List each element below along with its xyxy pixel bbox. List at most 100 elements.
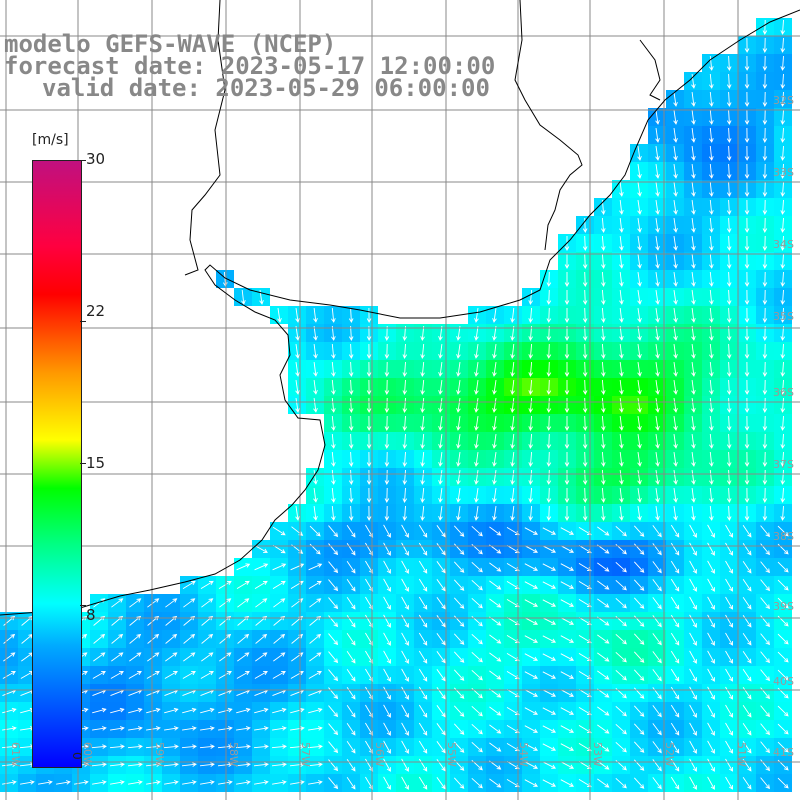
- wind-arrow: [725, 542, 733, 556]
- wind-arrow: [471, 777, 483, 789]
- wind-arrow: [742, 668, 752, 682]
- wind-arrow: [637, 344, 642, 359]
- wind-arrow: [313, 488, 318, 503]
- wind-arrow: [474, 362, 479, 377]
- wind-arrow: [691, 470, 696, 485]
- wind-arrow: [726, 433, 732, 449]
- wind-arrow: [489, 742, 502, 752]
- wind-arrow: [74, 780, 89, 785]
- wind-arrow: [492, 506, 497, 521]
- wind-arrow: [489, 526, 502, 536]
- wind-arrow: [183, 633, 196, 644]
- wind-arrow: [436, 651, 446, 664]
- wind-arrow: [619, 308, 624, 323]
- wind-arrow: [601, 307, 606, 323]
- wind-arrow: [742, 542, 752, 556]
- wind-arrow: [295, 380, 300, 395]
- wind-arrow: [201, 598, 214, 608]
- wind-arrow: [510, 415, 515, 431]
- wind-arrow: [366, 433, 372, 449]
- wind-arrow: [199, 762, 215, 767]
- wind-arrow: [528, 397, 533, 413]
- wind-arrow: [760, 525, 770, 538]
- wind-arrow: [147, 633, 160, 644]
- wind-arrow: [91, 744, 107, 749]
- wind-arrow: [619, 434, 624, 449]
- wind-arrow: [546, 487, 552, 503]
- wind-arrow: [418, 722, 428, 736]
- wind-arrow: [670, 740, 680, 754]
- wind-arrow: [546, 343, 552, 359]
- wind-arrow: [402, 415, 408, 431]
- wind-arrow: [383, 740, 391, 754]
- wind-arrow: [615, 579, 627, 591]
- wind-arrow: [777, 633, 789, 645]
- wind-arrow: [346, 776, 356, 790]
- wind-arrow: [744, 199, 750, 215]
- wind-arrow: [619, 506, 624, 521]
- wind-arrow: [691, 272, 696, 287]
- wind-arrow: [762, 433, 768, 449]
- wind-arrow: [762, 19, 768, 35]
- wind-arrow: [691, 200, 696, 215]
- wind-arrow: [670, 578, 680, 592]
- wind-arrow: [707, 614, 715, 628]
- wind-arrow: [582, 505, 588, 521]
- wind-arrow: [383, 560, 391, 574]
- wind-arrow: [471, 651, 483, 663]
- border-line: [514, 0, 583, 251]
- wind-arrow: [348, 307, 354, 323]
- wind-arrow: [128, 780, 143, 785]
- wind-arrow: [348, 505, 354, 521]
- wind-arrow: [777, 579, 789, 591]
- colorbar-tick: [80, 605, 86, 606]
- lon-label-61w: 61W: [9, 742, 22, 767]
- forecast-date: forecast date: 2023-05-17 12:00:00: [4, 52, 496, 80]
- wind-arrow: [254, 726, 269, 731]
- wind-arrow: [760, 561, 770, 574]
- wind-arrow: [652, 579, 662, 592]
- wind-arrow: [744, 397, 750, 413]
- wind-arrow: [524, 761, 539, 769]
- wind-arrow: [383, 704, 391, 718]
- wind-arrow: [528, 415, 533, 431]
- wind-arrow: [597, 778, 610, 788]
- wind-arrow: [236, 580, 250, 589]
- wind-arrow: [780, 217, 786, 233]
- wind-arrow: [492, 344, 497, 359]
- wind-arrow: [348, 487, 354, 503]
- wind-arrow: [146, 707, 161, 714]
- wind-arrow: [418, 542, 428, 556]
- wind-arrow: [564, 506, 570, 521]
- wind-arrow: [560, 707, 575, 715]
- wind-arrow: [366, 487, 372, 503]
- wind-arrow: [560, 671, 575, 679]
- wind-arrow: [615, 525, 627, 537]
- wind-arrow: [744, 307, 750, 323]
- wind-arrow: [453, 669, 465, 681]
- wind-arrow: [619, 416, 624, 431]
- wind-arrow: [691, 362, 696, 377]
- wind-arrow: [542, 743, 557, 751]
- wind-arrow: [384, 415, 390, 431]
- wind-arrow: [542, 725, 557, 733]
- wind-arrow: [289, 762, 305, 767]
- wind-arrow: [615, 633, 627, 645]
- wind-arrow: [383, 578, 391, 592]
- wind-arrow: [164, 707, 179, 714]
- wind-arrow: [619, 398, 624, 413]
- wind-arrow: [308, 780, 323, 785]
- wind-arrow: [673, 218, 678, 233]
- wind-arrow: [726, 307, 732, 323]
- wind-arrow: [709, 451, 714, 467]
- wind-arrow: [346, 596, 356, 610]
- wind-arrow: [655, 290, 660, 305]
- wind-arrow: [510, 361, 515, 377]
- wind-arrow: [760, 651, 770, 664]
- wind-arrow: [401, 722, 409, 736]
- lat-label-37s: 37S: [773, 458, 794, 471]
- wind-arrow: [673, 398, 678, 413]
- wind-arrow: [673, 362, 678, 377]
- wind-arrow: [762, 343, 768, 359]
- wind-arrow: [273, 652, 286, 662]
